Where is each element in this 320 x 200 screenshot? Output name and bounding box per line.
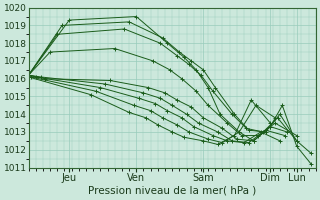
X-axis label: Pression niveau de la mer( hPa ): Pression niveau de la mer( hPa ) <box>88 186 256 196</box>
